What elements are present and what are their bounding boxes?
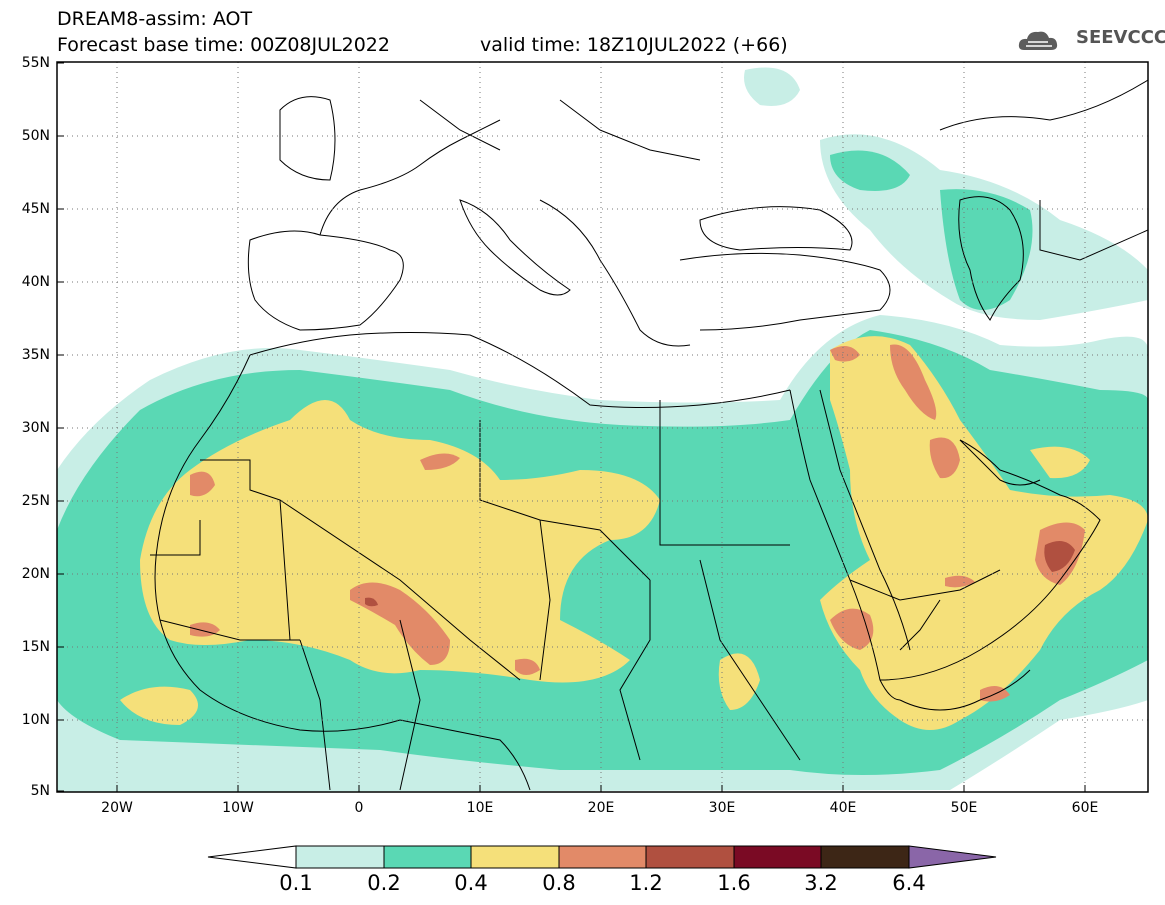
lat-label: 25N [21,493,50,509]
lon-label: 0 [354,800,364,816]
colorbar-over-arrow [908,845,997,869]
map-frame [56,61,1149,793]
lon-label: 40E [829,800,857,816]
country-borders [150,79,1148,791]
map-title: DREAM8-assim: AOT [57,8,253,30]
colorbar-seg-6 [733,845,822,869]
lon-label: 20W [101,800,133,816]
colorbar-seg-7 [820,845,910,869]
colorbar-seg-4 [558,845,647,869]
logo-text: SEEVCCC [1076,27,1165,48]
colorbar-label: 0.2 [367,871,401,895]
colorbar [207,845,997,869]
colorbar-label: 6.4 [892,871,926,895]
colorbar-seg-3 [470,845,560,869]
forecast-base-time: Forecast base time: 00Z08JUL2022 [57,34,390,56]
lon-label: 10W [222,800,254,816]
lat-label: 55N [21,55,50,71]
lat-label: 10N [21,712,50,728]
colorbar-label: 0.4 [454,871,488,895]
lat-label: 30N [21,420,50,436]
valid-time: valid time: 18Z10JUL2022 (+66) [480,34,788,56]
lat-label: 5N [30,783,50,799]
aot-level-0-4 [120,336,1148,730]
lat-label: 50N [21,128,50,144]
lon-label: 50E [950,800,978,816]
colorbar-label: 1.6 [717,871,751,895]
colorbar-label: 0.1 [279,871,313,895]
seevccc-logo [1018,31,1058,50]
lon-label: 10E [466,800,494,816]
colorbar-label: 0.8 [542,871,576,895]
lat-label: 35N [21,347,50,363]
colorbar-seg-2 [383,845,472,869]
lat-label: 20N [21,566,50,582]
lon-label: 60E [1071,800,1099,816]
colorbar-seg-5 [645,845,735,869]
lon-label: 20E [587,800,615,816]
gridlines [57,62,1148,792]
cloud-icon [1018,31,1058,50]
colorbar-label: 1.2 [629,871,663,895]
colorbar-label: 3.2 [804,871,838,895]
lat-label: 40N [21,274,50,290]
lon-label: 30E [708,800,736,816]
lat-label: 45N [21,201,50,217]
axis-ticks [57,62,1086,792]
colorbar-under-arrow [207,845,297,869]
lat-label: 15N [21,639,50,655]
aot-level-1-2 [365,541,1075,607]
colorbar-seg-1 [295,845,385,869]
